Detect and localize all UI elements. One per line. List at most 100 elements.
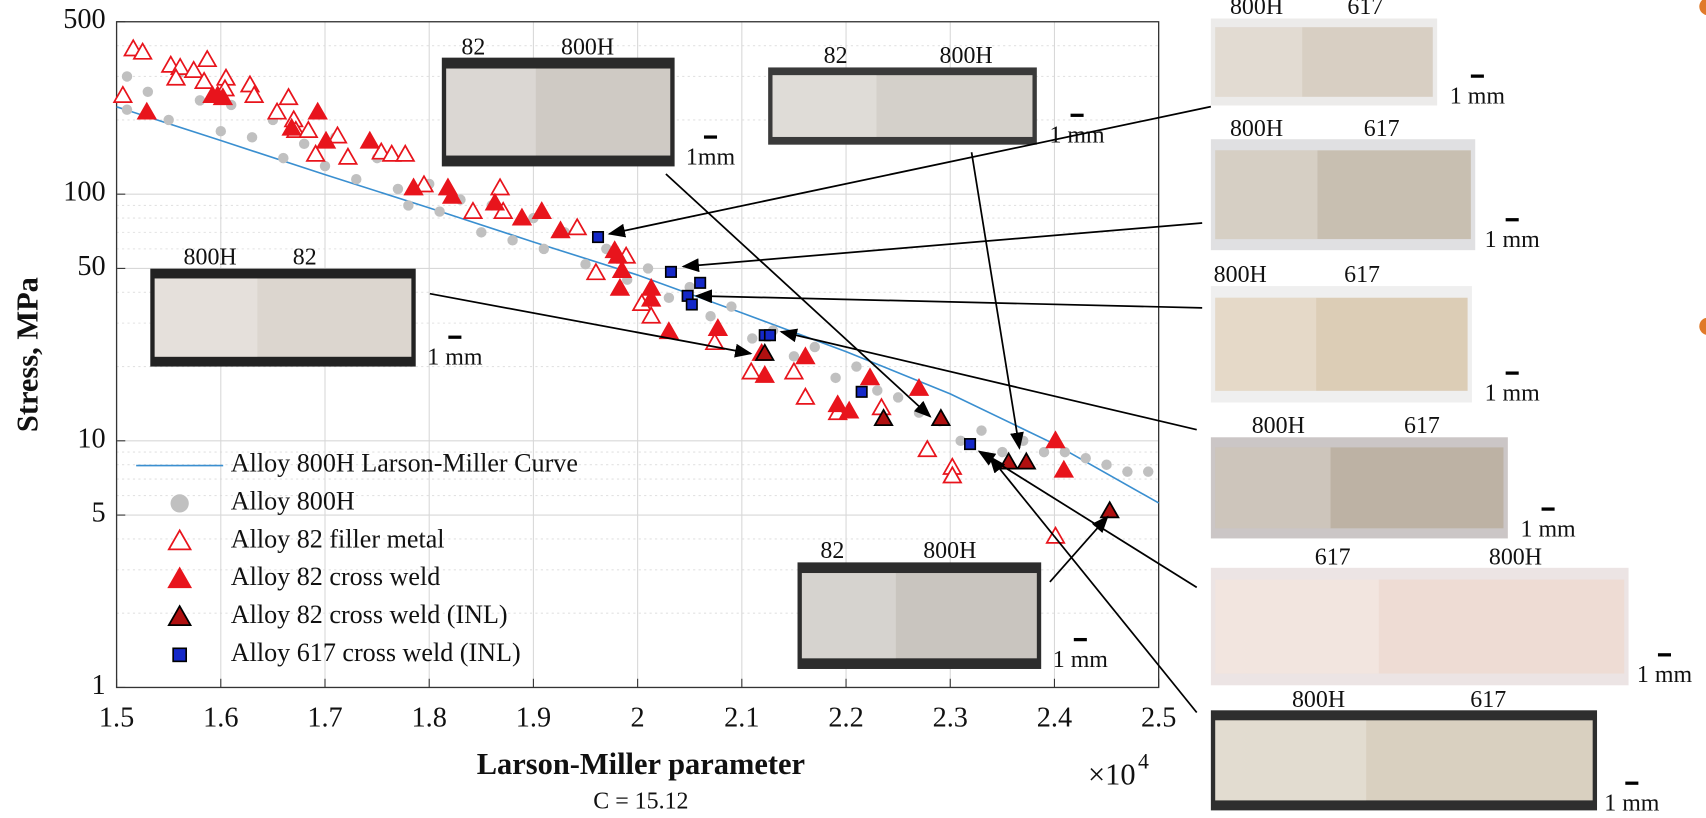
inset-label: 800H	[923, 538, 976, 564]
decoration	[1699, 0, 1706, 15]
point	[320, 161, 330, 171]
x-axis-label: Larson-Miller parameter	[477, 747, 805, 781]
point	[393, 184, 403, 194]
legend-label: Alloy 82 filler metal	[231, 524, 445, 553]
y-tick-label: 50	[77, 251, 105, 282]
point	[643, 263, 653, 273]
y-axis-label: Stress, MPa	[11, 277, 45, 432]
point	[163, 115, 173, 125]
inset-label: 617	[1347, 0, 1383, 20]
point	[1101, 459, 1111, 469]
decoration	[1699, 318, 1706, 335]
x-scale-base: ×10	[1088, 758, 1136, 792]
point	[434, 206, 444, 216]
legend-label: Alloy 800H Larson-Miller Curve	[231, 449, 578, 478]
point	[893, 392, 903, 402]
point	[856, 387, 866, 397]
x-tick-label: 1.8	[412, 703, 447, 734]
scale-label: 1 mm	[1604, 790, 1660, 816]
point	[580, 259, 590, 269]
micrograph-half	[1215, 720, 1366, 800]
inset-label: 800H	[184, 244, 237, 270]
x-tick-label: 2	[631, 703, 645, 734]
point	[539, 244, 549, 254]
legend-label: Alloy 617 cross weld (INL)	[231, 638, 521, 667]
point	[507, 235, 517, 245]
point	[476, 227, 486, 237]
inset-label: 617	[1404, 413, 1440, 439]
point	[726, 301, 736, 311]
y-tick-label: 5	[92, 498, 106, 529]
point	[765, 330, 775, 340]
inset-label: 800H	[561, 34, 614, 60]
point	[247, 132, 257, 142]
micrograph-half	[1215, 580, 1379, 674]
legend-label: Alloy 82 cross weld	[231, 562, 440, 591]
micrograph-half	[155, 278, 258, 356]
note: C = 15.12	[593, 788, 688, 814]
y-tick-label: 100	[63, 177, 105, 208]
point	[122, 71, 132, 81]
point	[695, 278, 705, 288]
point	[122, 104, 132, 114]
point	[593, 232, 603, 242]
inset-label: 617	[1315, 545, 1351, 571]
legend-label: Alloy 82 cross weld (INL)	[231, 600, 508, 629]
x-tick-label: 1.7	[307, 703, 342, 734]
x-scale-exponent: 4	[1138, 750, 1149, 774]
point	[216, 126, 226, 136]
point	[1039, 447, 1049, 457]
point	[143, 87, 153, 97]
inset-label: 800H	[1230, 0, 1283, 20]
point	[299, 139, 309, 149]
point	[278, 153, 288, 163]
point	[810, 342, 820, 352]
legend-label: Alloy 800H	[231, 486, 355, 515]
point	[705, 311, 715, 321]
x-tick-label: 2.3	[933, 703, 968, 734]
point	[1122, 466, 1132, 476]
scale-label: 1 mm	[1053, 647, 1109, 673]
inset-label: 82	[824, 43, 848, 69]
legend-marker	[173, 648, 186, 661]
page: {"chart_data": { "type": "scatter", "xla…	[0, 0, 1706, 818]
micrograph-half	[802, 573, 896, 658]
micrograph-half	[1215, 150, 1317, 239]
inset-label: 800H	[1214, 262, 1267, 288]
x-tick-label: 1.9	[516, 703, 551, 734]
x-tick-label: 2.4	[1037, 703, 1072, 734]
scale-label: 1 mm	[427, 344, 483, 370]
micrograph-half	[1215, 27, 1302, 97]
point	[747, 333, 757, 343]
inset-label: 617	[1364, 116, 1400, 142]
point	[789, 351, 799, 361]
inset-label: 800H	[1489, 545, 1542, 571]
x-tick-label: 1.6	[203, 703, 238, 734]
point	[403, 200, 413, 210]
point	[687, 299, 697, 309]
micrograph-half	[773, 75, 877, 137]
inset-label: 617	[1344, 262, 1380, 288]
x-tick-label: 1.5	[99, 703, 134, 734]
point	[965, 439, 975, 449]
inset-label: 800H	[1252, 413, 1305, 439]
inset-label: 800H	[1292, 687, 1345, 713]
micrograph-half	[446, 69, 536, 156]
legend-marker	[171, 494, 189, 512]
inset-label: 617	[1470, 687, 1506, 713]
point	[664, 293, 674, 303]
point	[351, 174, 361, 184]
chart: Stress, MPa Larson-Miller parameter C = …	[0, 0, 1706, 818]
x-tick-label: 2.2	[828, 703, 863, 734]
point	[1060, 447, 1070, 457]
y-tick-label: 1	[92, 670, 106, 701]
inset-label: 82	[461, 34, 485, 60]
inset-label: 800H	[940, 43, 993, 69]
y-tick-label: 500	[63, 4, 105, 35]
inset-label: 82	[293, 244, 317, 270]
inset-label: 800H	[1230, 116, 1283, 142]
x-tick-label: 2.1	[724, 703, 759, 734]
scale-label: 1 mm	[1521, 516, 1577, 542]
micrograph-half	[1215, 298, 1316, 391]
point	[1080, 453, 1090, 463]
